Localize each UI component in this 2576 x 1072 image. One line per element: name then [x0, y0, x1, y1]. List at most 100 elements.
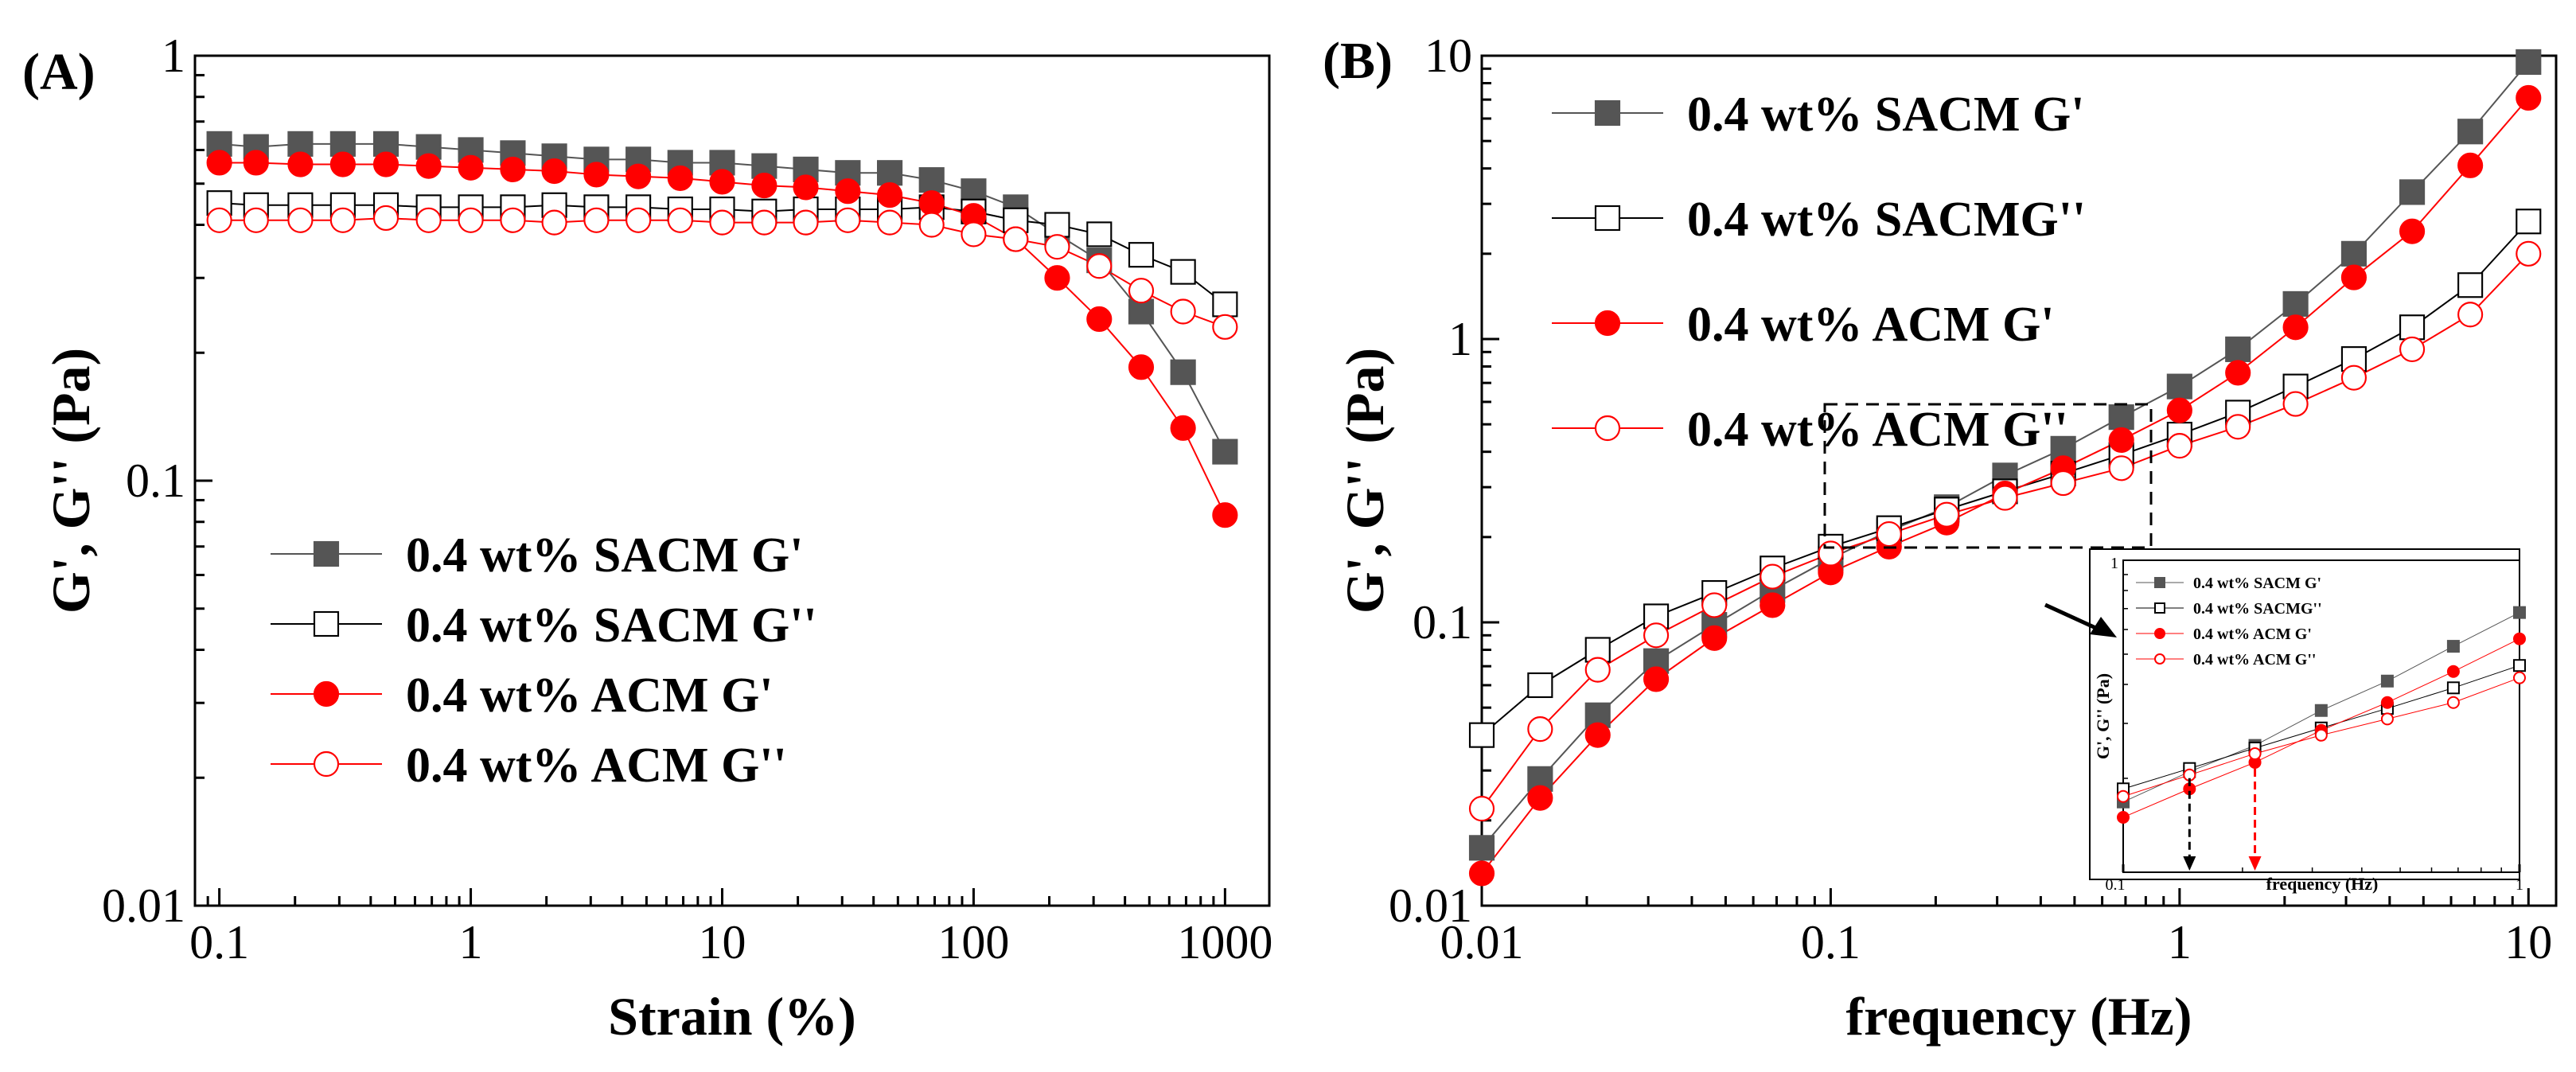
data-point	[1170, 298, 1196, 325]
legend-label: 0.4 wt% ACM G'	[1687, 298, 2055, 352]
panel-b-y-axis-label: G', G'' (Pa)	[1335, 348, 1395, 614]
data-point	[2282, 290, 2309, 317]
data-point	[918, 190, 945, 216]
y-tick-label: 0.01	[1389, 879, 1472, 932]
data-point	[2282, 314, 2309, 341]
legend-marker	[313, 540, 340, 567]
data-point	[625, 207, 652, 233]
data-point	[2457, 272, 2484, 298]
y-tick-label: 0.1	[126, 454, 185, 507]
data-point	[1212, 291, 1238, 318]
data-point	[458, 207, 484, 233]
data-point	[2166, 433, 2192, 459]
inset-data-point	[2446, 665, 2460, 678]
legend-label: 0.4 wt% ACM G''	[406, 739, 787, 793]
data-point	[2340, 264, 2368, 290]
data-point	[1128, 298, 1155, 325]
data-point	[243, 150, 269, 176]
inset-data-point	[2314, 728, 2328, 742]
x-tick-label: 10	[2504, 916, 2552, 969]
legend-marker	[1594, 415, 1621, 442]
data-point	[961, 221, 987, 248]
zoom-region-box	[1823, 403, 2153, 549]
panel-a-markers	[206, 131, 1238, 528]
inset-data-point	[2446, 640, 2460, 653]
legend-marker	[1594, 310, 1621, 337]
data-point	[1643, 648, 1670, 674]
inset-data-point	[2513, 671, 2526, 684]
data-point	[2166, 373, 2192, 400]
data-point	[709, 209, 735, 236]
inset-chart: 0.1 11 0.4 wt% SACM G'0.4 wt% SACMG''0.4 …	[2089, 548, 2526, 894]
inset-data-point	[2513, 659, 2526, 672]
data-point	[1468, 722, 1495, 748]
legend-label: 0.4 wt% SACM G'	[406, 528, 803, 583]
data-point	[1584, 722, 1611, 748]
panel-b-frame	[1480, 54, 2558, 907]
data-point	[2399, 218, 2426, 244]
data-point	[2399, 179, 2426, 205]
inset-legend-marker	[2154, 577, 2165, 588]
data-point	[1212, 439, 1238, 465]
data-point	[206, 207, 232, 233]
data-point	[751, 173, 777, 199]
data-point	[2050, 470, 2076, 497]
data-point	[793, 174, 819, 201]
crossover-arrow-head	[2183, 856, 2196, 871]
panel-b-label: (B)	[1323, 32, 1393, 90]
inset-outline	[2089, 548, 2520, 880]
y-tick-label: 1	[1448, 313, 1472, 365]
x-tick-label: 1	[2168, 916, 2192, 969]
legend-marker	[313, 610, 340, 637]
y-tick-label: 10	[1424, 29, 1472, 82]
x-tick-label: 0.1	[1801, 916, 1861, 969]
data-point	[2457, 152, 2484, 178]
data-point	[876, 160, 903, 186]
x-tick-label: 1	[459, 916, 483, 969]
data-point	[876, 182, 903, 209]
data-point	[2399, 314, 2426, 341]
legend-marker	[1594, 205, 1621, 232]
data-point	[287, 207, 314, 233]
y-tick-label: 1	[162, 29, 185, 82]
data-point	[709, 169, 735, 195]
data-point	[918, 167, 945, 193]
crossover-arrow-head	[2248, 856, 2262, 871]
data-point	[541, 209, 567, 236]
data-point	[1212, 314, 1238, 340]
data-point	[243, 207, 269, 233]
inset-data-point	[2117, 810, 2130, 824]
data-point	[1818, 540, 1844, 567]
x-tick-label: 10	[698, 916, 746, 969]
data-point	[835, 178, 861, 205]
data-point	[1527, 785, 1553, 811]
data-point	[2340, 364, 2368, 391]
data-point	[2108, 455, 2134, 481]
data-point	[1701, 592, 1728, 618]
x-tick-label: 1000	[1177, 916, 1272, 969]
inset-legend-label: 0.4 wt% ACM G''	[2193, 651, 2316, 669]
data-point	[793, 209, 819, 236]
legend-marker	[1594, 99, 1621, 127]
inset-legend-label: 0.4 wt% SACMG''	[2193, 600, 2322, 618]
inset-data-point	[2380, 674, 2394, 688]
data-point	[541, 158, 567, 185]
data-point	[329, 151, 356, 177]
inset-data-point	[2513, 606, 2526, 619]
inset-x-axis-label: frequency (Hz)	[2266, 874, 2379, 894]
inset-data-point	[2446, 681, 2460, 695]
data-point	[1044, 265, 1070, 291]
legend-marker	[313, 680, 340, 708]
legend-marker	[313, 750, 340, 778]
data-point	[1086, 221, 1113, 248]
data-point	[458, 154, 484, 181]
inset-y-tick-label: 1	[2110, 555, 2118, 572]
inset-legend-label: 0.4 wt% SACM G'	[2193, 575, 2321, 592]
inset-data-point	[2314, 704, 2328, 717]
y-tick-label: 0.1	[1413, 596, 1472, 649]
legend-label: 0.4 wt% SACM G''	[406, 598, 817, 653]
data-point	[2166, 397, 2192, 423]
data-point	[2108, 427, 2134, 454]
